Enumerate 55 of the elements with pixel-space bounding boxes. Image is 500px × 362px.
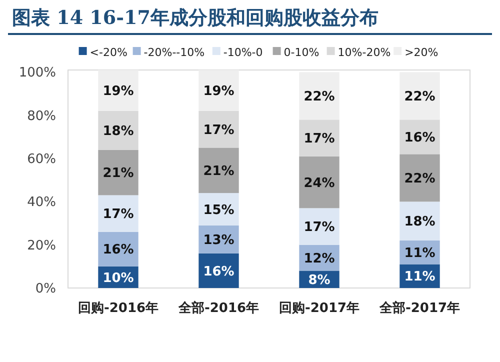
x-tick-label: 回购-2017年	[278, 301, 360, 316]
data-label: 18%	[404, 214, 436, 230]
data-label: 21%	[203, 164, 234, 179]
legend-label: -20%--10%	[144, 46, 205, 59]
bar	[299, 208, 340, 245]
bar	[400, 202, 440, 241]
data-label: 16%	[203, 264, 234, 280]
data-label: 13%	[203, 232, 234, 248]
y-tick-label: 60%	[27, 152, 56, 168]
bar	[98, 111, 138, 150]
bar	[198, 70, 239, 112]
data-label: 8%	[308, 272, 330, 288]
legend-label: >20%	[404, 46, 438, 59]
data-label: 15%	[203, 202, 234, 218]
data-label: 16%	[102, 242, 134, 258]
data-label: 12%	[304, 251, 335, 266]
x-tick-label: 全部-2016年	[177, 300, 260, 316]
bar	[299, 156, 340, 208]
bar	[98, 195, 138, 232]
bar	[198, 111, 239, 148]
data-label: 18%	[102, 124, 134, 139]
data-label: 24%	[304, 176, 335, 191]
data-label: 22%	[304, 89, 335, 104]
bar	[299, 72, 340, 120]
x-tick-label: 回购-2016年	[78, 301, 159, 316]
bar	[198, 148, 239, 194]
bar	[98, 150, 138, 196]
chart-title: 图表 14 16-17年成分股和回购股收益分布	[12, 7, 378, 29]
bar	[400, 72, 440, 120]
data-label: 11%	[404, 270, 436, 285]
data-label: 22%	[404, 171, 436, 186]
data-label: 17%	[203, 122, 234, 138]
legend-label: <-20%	[90, 46, 128, 59]
x-tick-label: 全部-2017年	[378, 300, 460, 316]
data-label: 22%	[404, 89, 436, 104]
y-tick-label: 100%	[18, 66, 56, 81]
data-label: 19%	[203, 84, 234, 100]
y-tick-label: 80%	[27, 108, 56, 124]
data-label: 17%	[304, 220, 335, 236]
data-label: 10%	[102, 270, 134, 286]
data-label: 17%	[102, 207, 134, 222]
legend-label: 0-10%	[284, 46, 320, 59]
y-tick-label: 20%	[27, 238, 56, 254]
y-tick-label: 40%	[27, 195, 56, 210]
data-label: 21%	[102, 166, 134, 182]
data-label: 16%	[404, 130, 436, 146]
data-label: 11%	[404, 246, 436, 261]
bar	[400, 154, 440, 202]
data-label: 17%	[304, 132, 335, 147]
y-tick-label: 0%	[35, 282, 56, 297]
bar	[299, 120, 340, 156]
data-label: 19%	[102, 84, 134, 100]
legend-label: -10%-0	[223, 46, 263, 59]
bar	[98, 70, 138, 112]
legend-label: 10%-20%	[338, 46, 391, 59]
